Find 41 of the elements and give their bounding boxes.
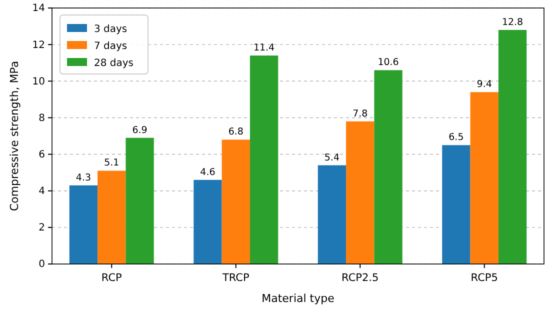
- x-tick-label: RCP: [101, 272, 122, 284]
- data-label: 6.5: [448, 132, 464, 144]
- y-tick-label: 6: [38, 149, 45, 160]
- data-label: 6.9: [132, 124, 148, 136]
- y-tick-label: 10: [32, 76, 45, 88]
- x-tick-label: RCP5: [470, 272, 498, 284]
- bar: [442, 145, 470, 264]
- x-axis-title: Material type: [262, 292, 335, 305]
- bar: [498, 30, 527, 264]
- y-tick-label: 12: [32, 40, 45, 51]
- bar: [194, 180, 222, 264]
- bar: [222, 140, 250, 264]
- legend-label: 3 days: [94, 24, 128, 35]
- data-label: 12.8: [502, 16, 524, 28]
- data-label: 10.6: [378, 57, 399, 68]
- y-tick-label: 8: [38, 112, 45, 124]
- data-label: 4.6: [200, 166, 216, 178]
- data-label: 4.3: [76, 172, 92, 184]
- data-label: 9.4: [476, 79, 492, 90]
- y-tick-label: 14: [32, 3, 45, 14]
- bar: [69, 185, 98, 264]
- x-tick-label: RCP2.5: [342, 272, 379, 284]
- y-tick-label: 2: [38, 222, 45, 234]
- bar: [126, 138, 154, 264]
- legend-label: 28 days: [94, 58, 134, 69]
- data-label: 7.8: [352, 108, 368, 120]
- data-label: 5.1: [104, 158, 120, 169]
- bar: [98, 170, 126, 264]
- y-tick-label: 0: [38, 259, 45, 270]
- bar: [374, 70, 402, 264]
- x-tick-label: TRCP: [221, 272, 250, 284]
- data-label: 5.4: [324, 152, 340, 164]
- bar: [318, 165, 346, 264]
- bar: [470, 92, 498, 264]
- bar: [250, 56, 278, 264]
- y-axis-title: Compressive strength, MPa: [8, 60, 21, 212]
- data-label: 6.8: [228, 126, 244, 138]
- y-tick-label: 4: [38, 186, 45, 198]
- data-label: 11.4: [253, 42, 275, 54]
- legend-label: 7 days: [94, 41, 128, 52]
- bar: [346, 121, 374, 264]
